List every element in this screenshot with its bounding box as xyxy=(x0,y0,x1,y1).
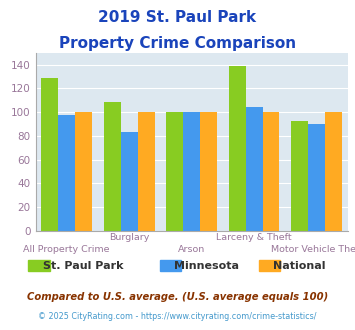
Text: All Property Crime: All Property Crime xyxy=(23,245,110,254)
Text: Larceny & Theft: Larceny & Theft xyxy=(216,233,292,242)
Bar xyxy=(308,124,325,231)
Bar xyxy=(291,120,308,231)
Bar xyxy=(325,112,342,231)
Bar xyxy=(246,108,263,231)
Bar xyxy=(166,112,183,231)
Text: Burglary: Burglary xyxy=(109,233,149,242)
Bar xyxy=(42,78,58,231)
Bar xyxy=(263,112,279,231)
Text: 2019 St. Paul Park: 2019 St. Paul Park xyxy=(98,10,257,25)
Bar xyxy=(183,112,200,231)
Text: Arson: Arson xyxy=(178,245,205,254)
Bar xyxy=(200,112,217,231)
Bar xyxy=(75,112,92,231)
Bar xyxy=(138,112,154,231)
Text: Minnesota: Minnesota xyxy=(174,261,239,271)
Text: National: National xyxy=(273,261,326,271)
Bar xyxy=(121,132,138,231)
Text: St. Paul Park: St. Paul Park xyxy=(43,261,123,271)
Bar xyxy=(229,66,246,231)
Text: © 2025 CityRating.com - https://www.cityrating.com/crime-statistics/: © 2025 CityRating.com - https://www.city… xyxy=(38,312,317,321)
Text: Motor Vehicle Theft: Motor Vehicle Theft xyxy=(271,245,355,254)
Bar xyxy=(104,102,121,231)
Bar xyxy=(58,115,75,231)
Text: Compared to U.S. average. (U.S. average equals 100): Compared to U.S. average. (U.S. average … xyxy=(27,292,328,302)
Text: Property Crime Comparison: Property Crime Comparison xyxy=(59,36,296,51)
